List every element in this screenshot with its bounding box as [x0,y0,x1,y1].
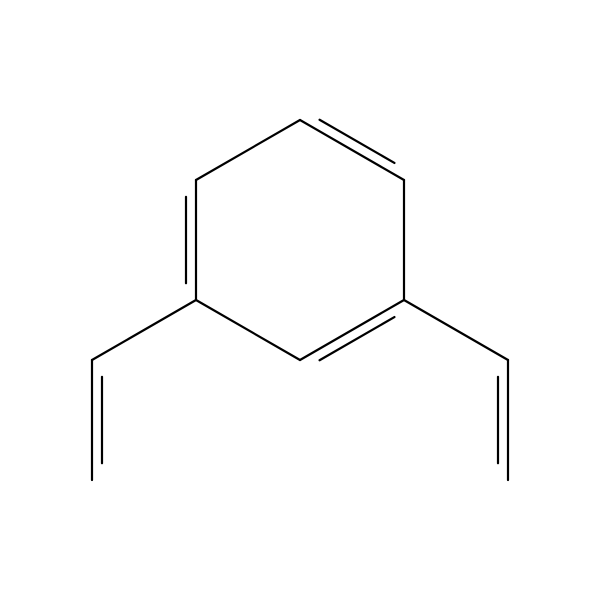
bond-line [404,300,508,360]
molecule-diagram [0,0,600,600]
bond-line [320,317,395,360]
bond-line [300,300,404,360]
bond-line [196,300,300,360]
bond-line [196,120,300,180]
bond-line [300,120,404,180]
bond-line [320,120,395,163]
bond-line [92,300,196,360]
